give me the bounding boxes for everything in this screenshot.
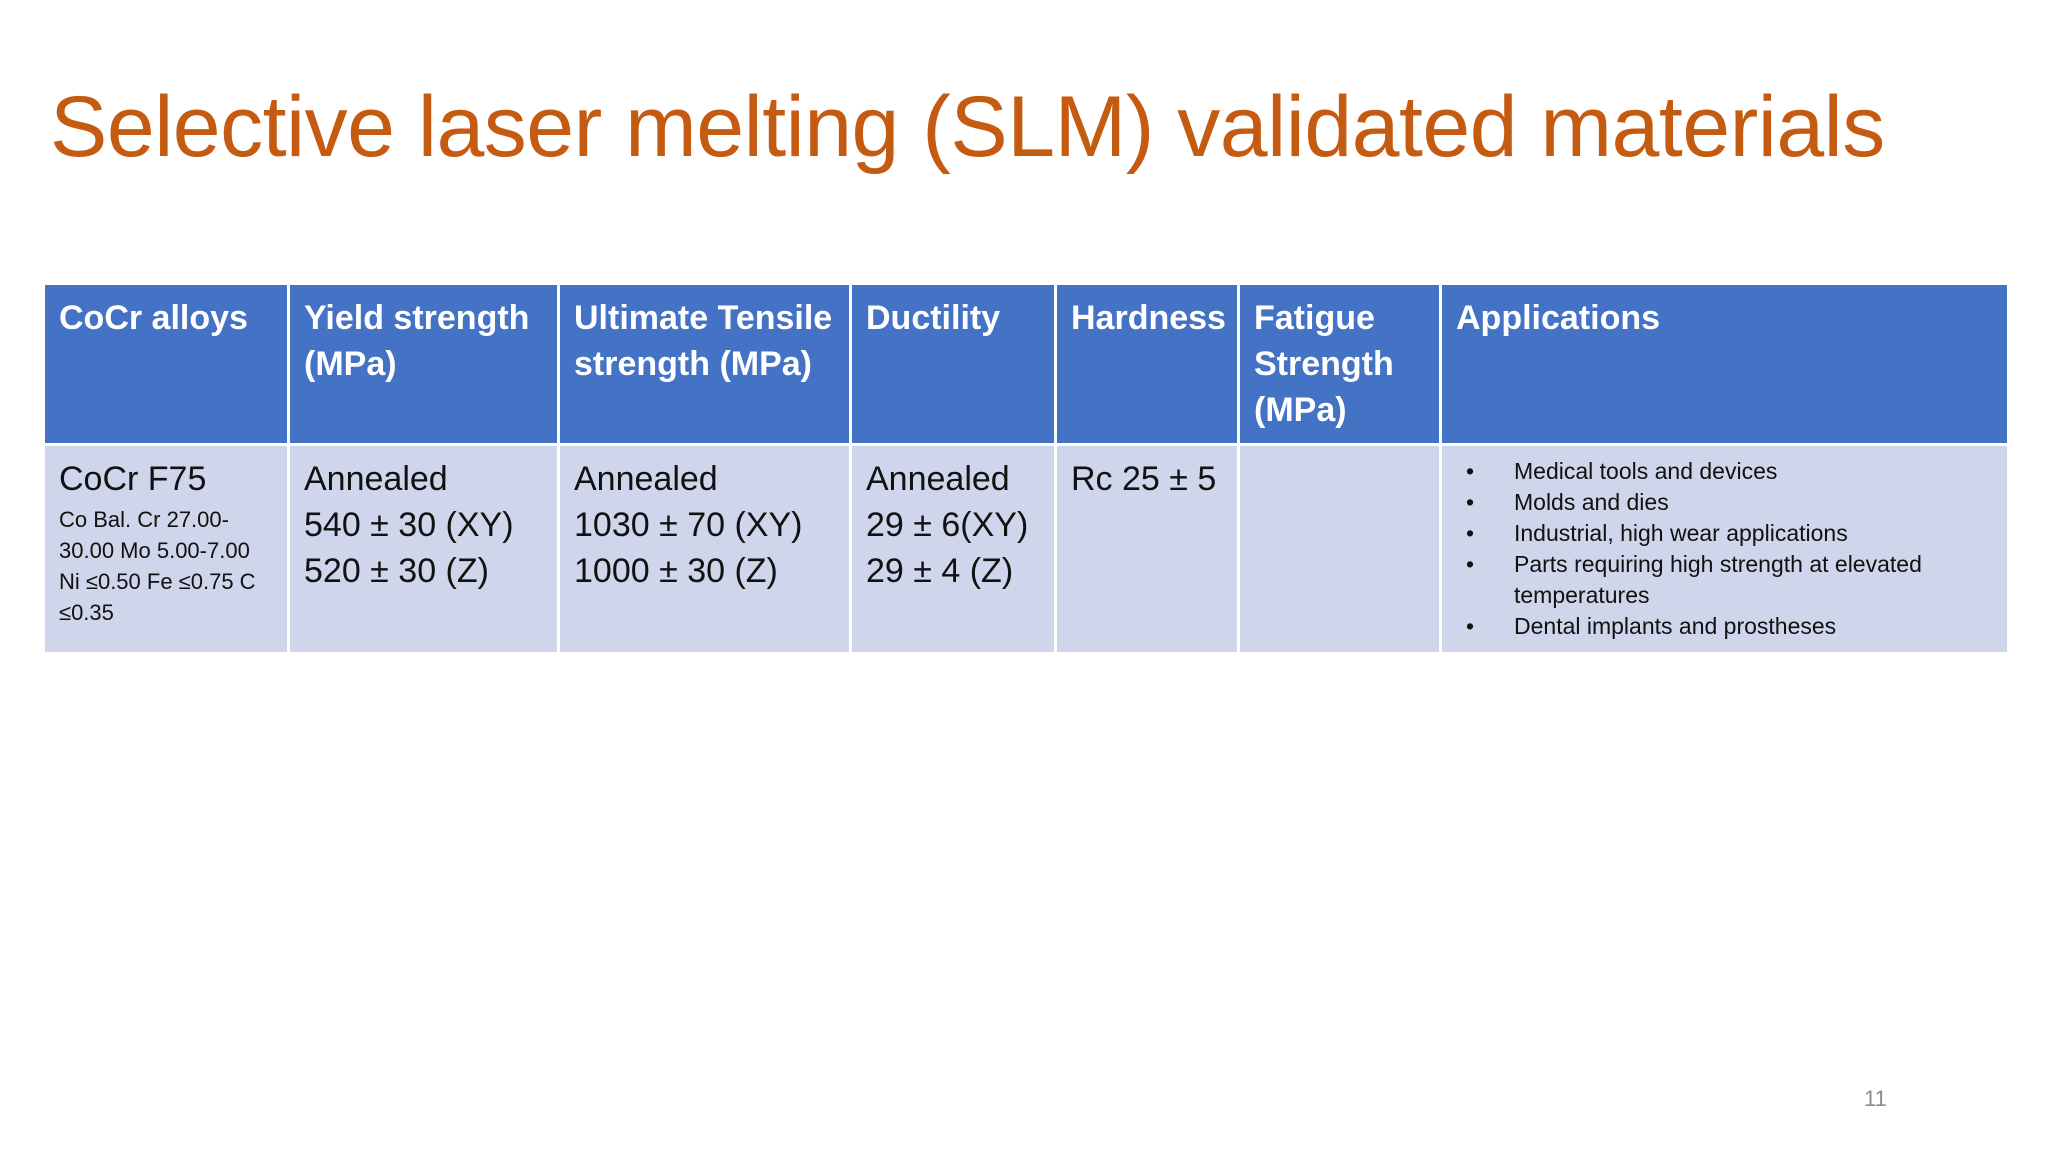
header-yield-strength: Yield strength (MPa) xyxy=(287,282,560,446)
list-item: Parts requiring high strength at elevate… xyxy=(1466,549,1993,611)
uts-xy: 1030 ± 70 (XY) xyxy=(574,506,803,544)
header-ultimate-tensile-strength: Ultimate Tensile strength (MPa) xyxy=(557,282,852,446)
applications-list: Medical tools and devices Molds and dies… xyxy=(1456,456,1993,642)
page-number: 11 xyxy=(1864,1086,1887,1111)
cell-hardness: Rc 25 ± 5 xyxy=(1054,443,1240,655)
list-item: Medical tools and devices xyxy=(1466,456,1993,487)
header-cocr-alloys: CoCr alloys xyxy=(42,282,290,446)
cell-ductility: Annealed 29 ± 6(XY) 29 ± 4 (Z) xyxy=(849,443,1057,655)
list-item: Dental implants and prostheses xyxy=(1466,611,1993,642)
cell-material: CoCr F75 Co Bal. Cr 27.00-30.00 Mo 5.00-… xyxy=(42,443,290,655)
header-fatigue-strength: Fatigue Strength (MPa) xyxy=(1237,282,1442,446)
ductility-condition: Annealed xyxy=(866,460,1010,498)
ductility-xy: 29 ± 6(XY) xyxy=(866,506,1029,544)
yield-condition: Annealed xyxy=(304,460,448,498)
cell-fatigue-strength xyxy=(1237,443,1442,655)
yield-z: 520 ± 30 (Z) xyxy=(304,552,489,590)
uts-z: 1000 ± 30 (Z) xyxy=(574,552,778,590)
header-ductility: Ductility xyxy=(849,282,1057,446)
table-header-row: CoCr alloys Yield strength (MPa) Ultimat… xyxy=(42,282,2010,446)
material-composition: Co Bal. Cr 27.00-30.00 Mo 5.00-7.00 Ni ≤… xyxy=(59,507,256,625)
list-item: Molds and dies xyxy=(1466,487,1993,518)
table-row: CoCr F75 Co Bal. Cr 27.00-30.00 Mo 5.00-… xyxy=(42,443,2010,655)
material-name: CoCr F75 xyxy=(59,460,207,498)
cell-applications: Medical tools and devices Molds and dies… xyxy=(1439,443,2010,655)
slide-title: Selective laser melting (SLM) validated … xyxy=(50,79,1885,175)
header-applications: Applications xyxy=(1439,282,2010,446)
yield-xy: 540 ± 30 (XY) xyxy=(304,506,514,544)
header-hardness: Hardness xyxy=(1054,282,1240,446)
ductility-z: 29 ± 4 (Z) xyxy=(866,552,1014,590)
cell-ultimate-tensile-strength: Annealed 1030 ± 70 (XY) 1000 ± 30 (Z) xyxy=(557,443,852,655)
materials-table: CoCr alloys Yield strength (MPa) Ultimat… xyxy=(42,282,2010,655)
uts-condition: Annealed xyxy=(574,460,718,498)
list-item: Industrial, high wear applications xyxy=(1466,518,1993,549)
cell-yield-strength: Annealed 540 ± 30 (XY) 520 ± 30 (Z) xyxy=(287,443,560,655)
